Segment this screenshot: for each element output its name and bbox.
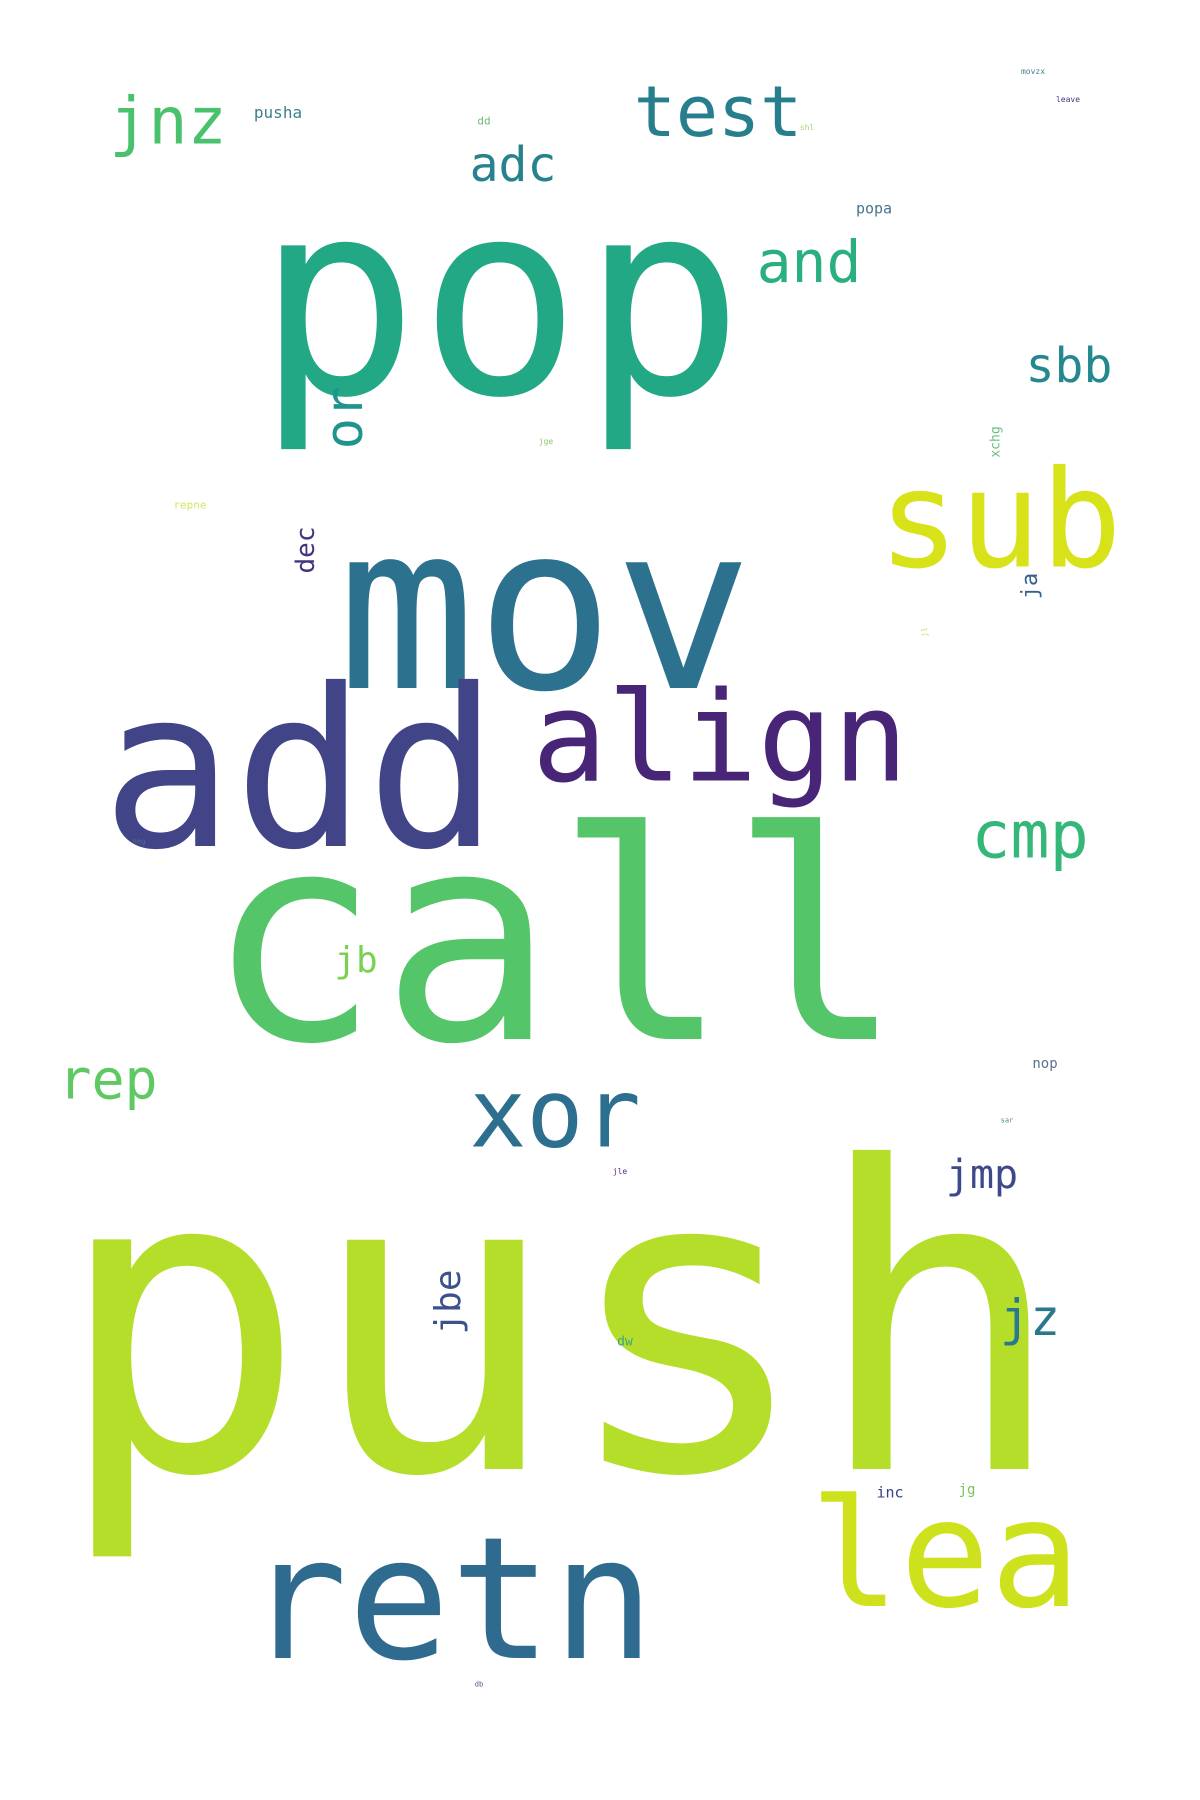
word-jg: jg: [958, 1482, 976, 1498]
word-ja: ja: [1018, 572, 1043, 600]
word-jge: jge: [538, 437, 554, 446]
word-db: db: [474, 1680, 484, 1689]
word-cmp: cmp: [971, 798, 1089, 874]
word-neg: neg: [132, 837, 146, 846]
word-xchg: xchg: [988, 426, 1004, 458]
word-or: or: [315, 386, 375, 450]
word-pop: pop: [256, 142, 744, 457]
word-align: align: [531, 665, 909, 811]
word-dd: dd: [477, 114, 491, 128]
word-lea: lea: [809, 1468, 1081, 1642]
word-inc: inc: [876, 1483, 904, 1502]
word-jl: jl: [920, 627, 929, 637]
word-sbb: sbb: [1025, 338, 1113, 394]
word-jle: jle: [612, 1167, 628, 1176]
word-jb: jb: [334, 940, 378, 981]
word-jz: jz: [999, 1289, 1061, 1347]
word-call: call: [205, 771, 905, 1108]
word-popa: popa: [855, 199, 893, 218]
word-jmp: jmp: [945, 1152, 1019, 1198]
word-pusha: pusha: [253, 103, 303, 122]
word-nop: nop: [1032, 1056, 1058, 1072]
word-dec: dec: [291, 526, 321, 574]
word-and: and: [756, 228, 862, 296]
word-sar: sar: [1000, 1116, 1014, 1125]
word-dw: dw: [617, 1334, 633, 1350]
word-repne: repne: [173, 498, 207, 512]
word-adc: adc: [469, 137, 557, 193]
word-push: push: [54, 1080, 1066, 1569]
word-rep: rep: [58, 1047, 158, 1112]
word-jbe: jbe: [428, 1269, 469, 1335]
word-sub: sub: [878, 441, 1122, 599]
word-shl: shl: [799, 123, 815, 132]
word-leave: leave: [1055, 95, 1081, 104]
word-retn: retn: [245, 1501, 655, 1699]
word-mov: mov: [337, 476, 753, 743]
word-jnz: jnz: [109, 84, 227, 160]
word-add: add: [101, 642, 499, 898]
word-xor: xor: [469, 1059, 641, 1170]
word-test: test: [633, 71, 803, 153]
word-movzx: movzx: [1020, 67, 1046, 76]
